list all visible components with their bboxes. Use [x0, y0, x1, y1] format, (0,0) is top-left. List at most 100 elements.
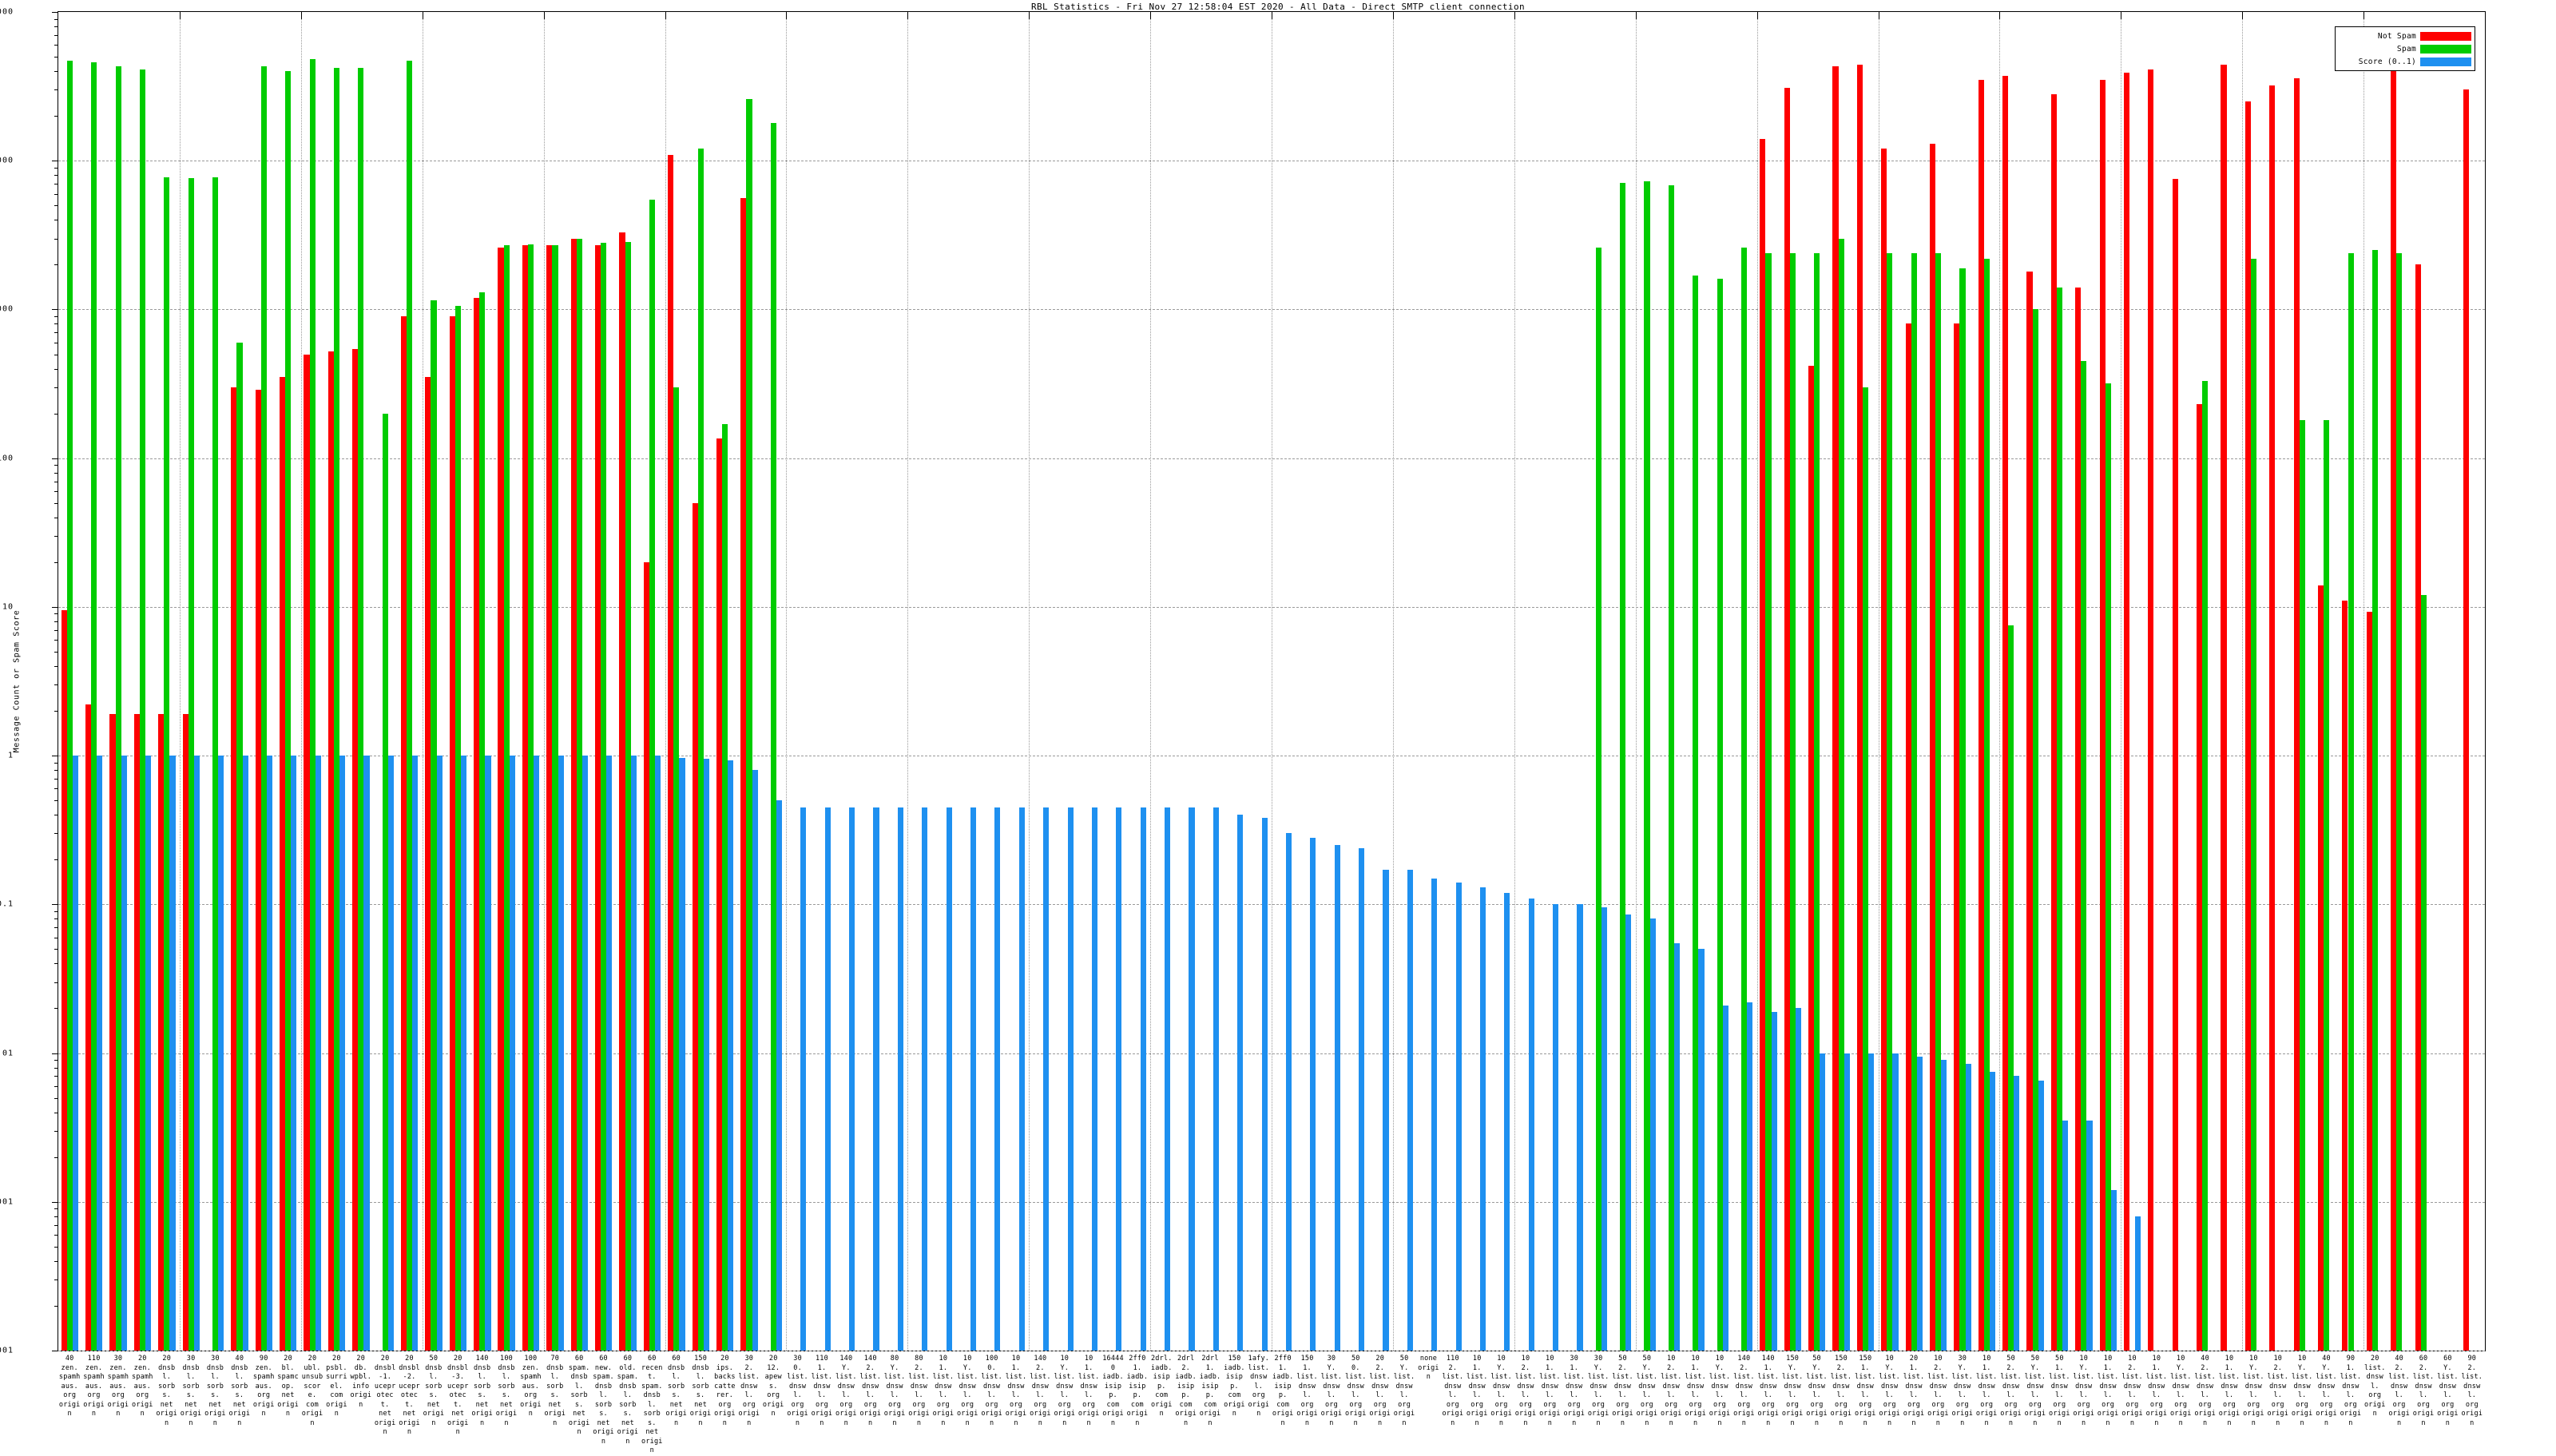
bar-spam[interactable] — [2420, 595, 2427, 1351]
bar-group[interactable] — [82, 12, 106, 1351]
bar-score[interactable] — [1916, 1056, 1923, 1351]
bar-score[interactable] — [2086, 1121, 2093, 1351]
bar-score[interactable] — [1771, 1011, 1777, 1351]
bar-not-spam[interactable] — [158, 714, 165, 1351]
bar-group[interactable] — [1903, 12, 1927, 1351]
bar-spam[interactable] — [431, 300, 437, 1351]
bar-not-spam[interactable] — [2342, 601, 2348, 1351]
bar-score[interactable] — [1285, 833, 1292, 1351]
bar-score[interactable] — [679, 757, 685, 1351]
bar-not-spam[interactable] — [2463, 89, 2470, 1351]
bar-spam[interactable] — [649, 199, 656, 1351]
bar-spam[interactable] — [188, 178, 194, 1351]
bar-spam[interactable] — [382, 413, 388, 1351]
bar-score[interactable] — [72, 756, 79, 1351]
bar-score[interactable] — [897, 807, 903, 1351]
bar-spam[interactable] — [1741, 248, 1748, 1351]
legend-item[interactable]: Not Spam — [2339, 30, 2471, 42]
bar-not-spam[interactable] — [109, 714, 116, 1351]
bar-score[interactable] — [1359, 847, 1365, 1351]
bar-group[interactable] — [301, 12, 325, 1351]
bar-not-spam[interactable] — [474, 297, 480, 1351]
bar-spam[interactable] — [1644, 181, 1650, 1351]
bar-spam[interactable] — [746, 98, 752, 1351]
bar-spam[interactable] — [358, 68, 364, 1351]
bar-not-spam[interactable] — [1832, 66, 1839, 1351]
bar-group[interactable] — [1636, 12, 1660, 1351]
bar-score[interactable] — [412, 756, 419, 1351]
bar-spam[interactable] — [1595, 248, 1601, 1351]
bar-group[interactable] — [1272, 12, 1296, 1351]
bar-group[interactable] — [1587, 12, 1611, 1351]
bar-score[interactable] — [1383, 870, 1389, 1351]
bar-not-spam[interactable] — [280, 377, 286, 1351]
bar-not-spam[interactable] — [2050, 93, 2057, 1351]
bar-score[interactable] — [1043, 807, 1050, 1351]
bar-score[interactable] — [1237, 815, 1244, 1351]
bar-group[interactable] — [374, 12, 398, 1351]
bar-score[interactable] — [1941, 1060, 1947, 1351]
bar-group[interactable] — [568, 12, 592, 1351]
bar-score[interactable] — [1722, 1005, 1728, 1351]
bar-group[interactable] — [1854, 12, 1878, 1351]
bar-spam[interactable] — [503, 245, 510, 1351]
bar-group[interactable] — [811, 12, 835, 1351]
bar-spam[interactable] — [2008, 625, 2014, 1351]
bar-score[interactable] — [1892, 1053, 1899, 1351]
bar-spam[interactable] — [1862, 387, 1869, 1351]
bar-group[interactable] — [2024, 12, 2048, 1351]
bar-group[interactable] — [980, 12, 1004, 1351]
bar-not-spam[interactable] — [619, 232, 625, 1351]
bar-spam[interactable] — [479, 292, 486, 1351]
bar-score[interactable] — [218, 756, 224, 1351]
bar-score[interactable] — [97, 756, 103, 1351]
bar-not-spam[interactable] — [2415, 264, 2421, 1351]
bar-group[interactable] — [1369, 12, 1393, 1351]
bar-group[interactable] — [2048, 12, 2072, 1351]
bar-group[interactable] — [2267, 12, 2291, 1351]
bar-group[interactable] — [1466, 12, 1490, 1351]
bar-spam[interactable] — [236, 342, 243, 1351]
bar-spam[interactable] — [1693, 275, 1699, 1351]
bar-not-spam[interactable] — [1808, 365, 1815, 1351]
bar-group[interactable] — [325, 12, 349, 1351]
bar-group[interactable] — [1078, 12, 1101, 1351]
bar-spam[interactable] — [2081, 361, 2087, 1351]
bar-score[interactable] — [800, 807, 807, 1351]
bar-group[interactable] — [1805, 12, 1829, 1351]
bar-score[interactable] — [1577, 904, 1583, 1351]
bar-not-spam[interactable] — [2172, 179, 2178, 1351]
bar-group[interactable] — [762, 12, 786, 1351]
bar-group[interactable] — [1999, 12, 2023, 1351]
bar-score[interactable] — [266, 756, 273, 1351]
bar-group[interactable] — [447, 12, 470, 1351]
bar-not-spam[interactable] — [595, 245, 601, 1351]
bar-not-spam[interactable] — [2244, 101, 2251, 1351]
bar-group[interactable] — [1563, 12, 1587, 1351]
bar-group[interactable] — [1781, 12, 1805, 1351]
bar-score[interactable] — [849, 807, 855, 1351]
bar-score[interactable] — [485, 756, 491, 1351]
bar-group[interactable] — [1879, 12, 1903, 1351]
bar-group[interactable] — [956, 12, 980, 1351]
bar-group[interactable] — [1757, 12, 1781, 1351]
bar-group[interactable] — [2242, 12, 2266, 1351]
bar-group[interactable] — [2461, 12, 2485, 1351]
bar-spam[interactable] — [576, 238, 582, 1351]
bar-not-spam[interactable] — [61, 610, 67, 1351]
bar-score[interactable] — [1165, 807, 1171, 1351]
bar-group[interactable] — [1709, 12, 1732, 1351]
bar-not-spam[interactable] — [1954, 323, 1960, 1351]
bar-score[interactable] — [2038, 1081, 2044, 1351]
bar-score[interactable] — [2062, 1121, 2069, 1351]
bar-group[interactable] — [1054, 12, 1078, 1351]
bar-score[interactable] — [606, 756, 613, 1351]
bar-group[interactable] — [1296, 12, 1320, 1351]
bar-not-spam[interactable] — [2099, 79, 2106, 1351]
bar-group[interactable] — [1611, 12, 1635, 1351]
bar-spam[interactable] — [1935, 252, 1942, 1351]
bar-score[interactable] — [315, 756, 321, 1351]
bar-not-spam[interactable] — [1784, 87, 1790, 1351]
bar-not-spam[interactable] — [2269, 85, 2276, 1351]
bar-group[interactable] — [786, 12, 810, 1351]
